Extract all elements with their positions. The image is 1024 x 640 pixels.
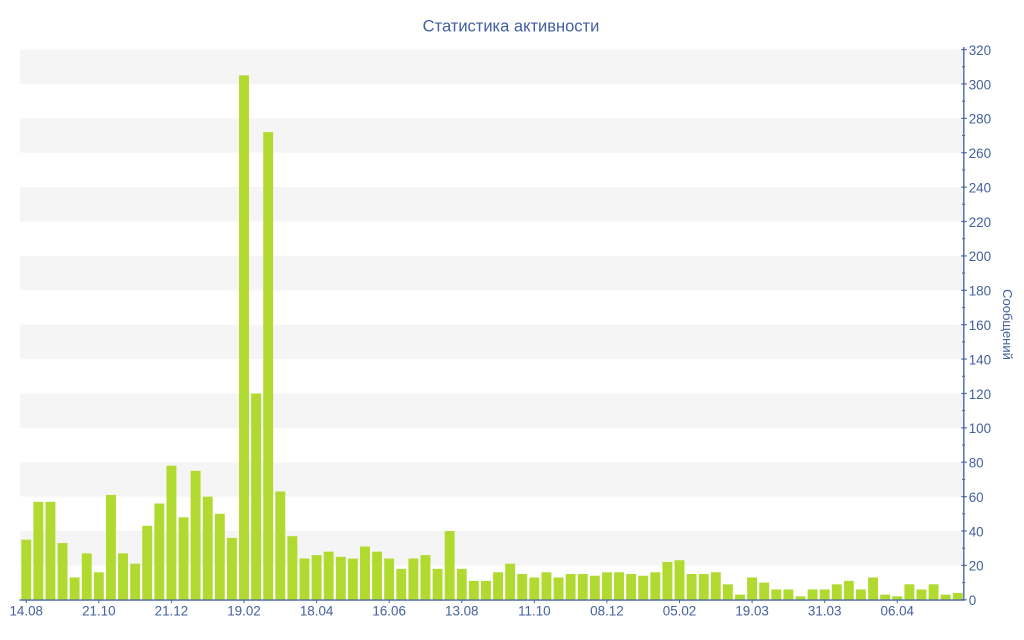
- svg-text:20: 20: [969, 559, 984, 574]
- svg-text:0: 0: [969, 593, 976, 608]
- svg-text:120: 120: [969, 387, 991, 402]
- svg-text:14.08: 14.08: [9, 604, 43, 619]
- svg-text:300: 300: [969, 77, 991, 92]
- svg-text:160: 160: [969, 318, 991, 333]
- svg-text:05.02: 05.02: [663, 604, 697, 619]
- svg-text:40: 40: [969, 524, 984, 539]
- svg-text:320: 320: [969, 43, 991, 58]
- svg-text:21.10: 21.10: [82, 604, 116, 619]
- svg-text:31.03: 31.03: [808, 604, 842, 619]
- svg-text:Статистика активности: Статистика активности: [423, 18, 600, 36]
- svg-text:60: 60: [969, 490, 984, 505]
- svg-text:19.03: 19.03: [735, 604, 769, 619]
- svg-text:13.08: 13.08: [445, 604, 479, 619]
- svg-text:06.04: 06.04: [881, 604, 915, 619]
- svg-text:16.06: 16.06: [372, 604, 406, 619]
- svg-text:11.10: 11.10: [518, 604, 551, 619]
- svg-text:80: 80: [969, 456, 984, 471]
- svg-text:08.12: 08.12: [590, 604, 624, 619]
- svg-text:260: 260: [969, 146, 991, 161]
- svg-text:100: 100: [969, 421, 991, 436]
- svg-text:140: 140: [969, 352, 991, 367]
- svg-text:280: 280: [969, 112, 991, 127]
- svg-text:220: 220: [969, 215, 991, 230]
- svg-text:200: 200: [969, 249, 991, 264]
- svg-text:180: 180: [969, 284, 991, 299]
- svg-text:19.02: 19.02: [227, 604, 261, 619]
- svg-text:240: 240: [969, 180, 991, 195]
- svg-text:Сообщений: Сообщений: [1000, 289, 1015, 360]
- svg-text:21.12: 21.12: [155, 604, 189, 619]
- svg-text:18.04: 18.04: [300, 604, 334, 619]
